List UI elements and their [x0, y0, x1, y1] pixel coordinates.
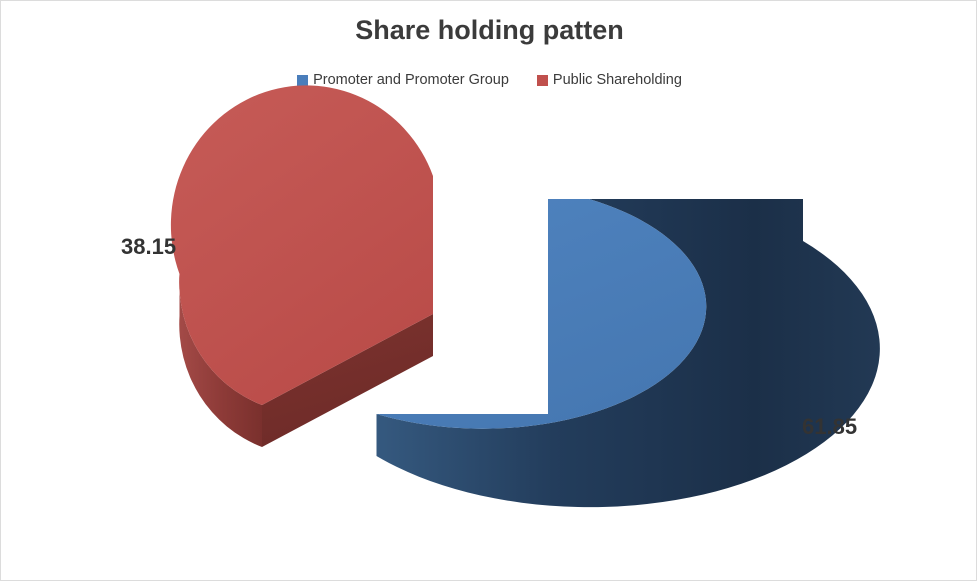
pie-slice-promoter[interactable]: [376, 199, 880, 508]
pie-slice-public-top: [170, 85, 433, 405]
pie-slice-public-side: [179, 274, 262, 447]
legend-swatch-icon-public: [536, 74, 548, 86]
legend-item-promoter[interactable]: Promoter and Promoter Group: [297, 72, 509, 88]
pie-slice-promoter-top: [376, 199, 707, 429]
chart-legend: Promoter and Promoter Group Public Share…: [1, 72, 976, 88]
data-label-promoter: 61.85: [802, 414, 858, 439]
legend-label-promoter: Promoter and Promoter Group: [313, 72, 509, 88]
chart-title: Share holding patten: [355, 15, 624, 45]
legend-label-public: Public Shareholding: [552, 72, 682, 88]
pie-slice-promoter-side: [376, 199, 880, 508]
legend-item-public[interactable]: Public Shareholding: [536, 72, 682, 88]
data-label-public: 38.15: [121, 234, 177, 259]
legend-swatch-icon-promoter: [297, 74, 309, 86]
pie-slice-public[interactable]: [170, 85, 433, 447]
pie-slice-public-cut-face: [262, 314, 433, 447]
